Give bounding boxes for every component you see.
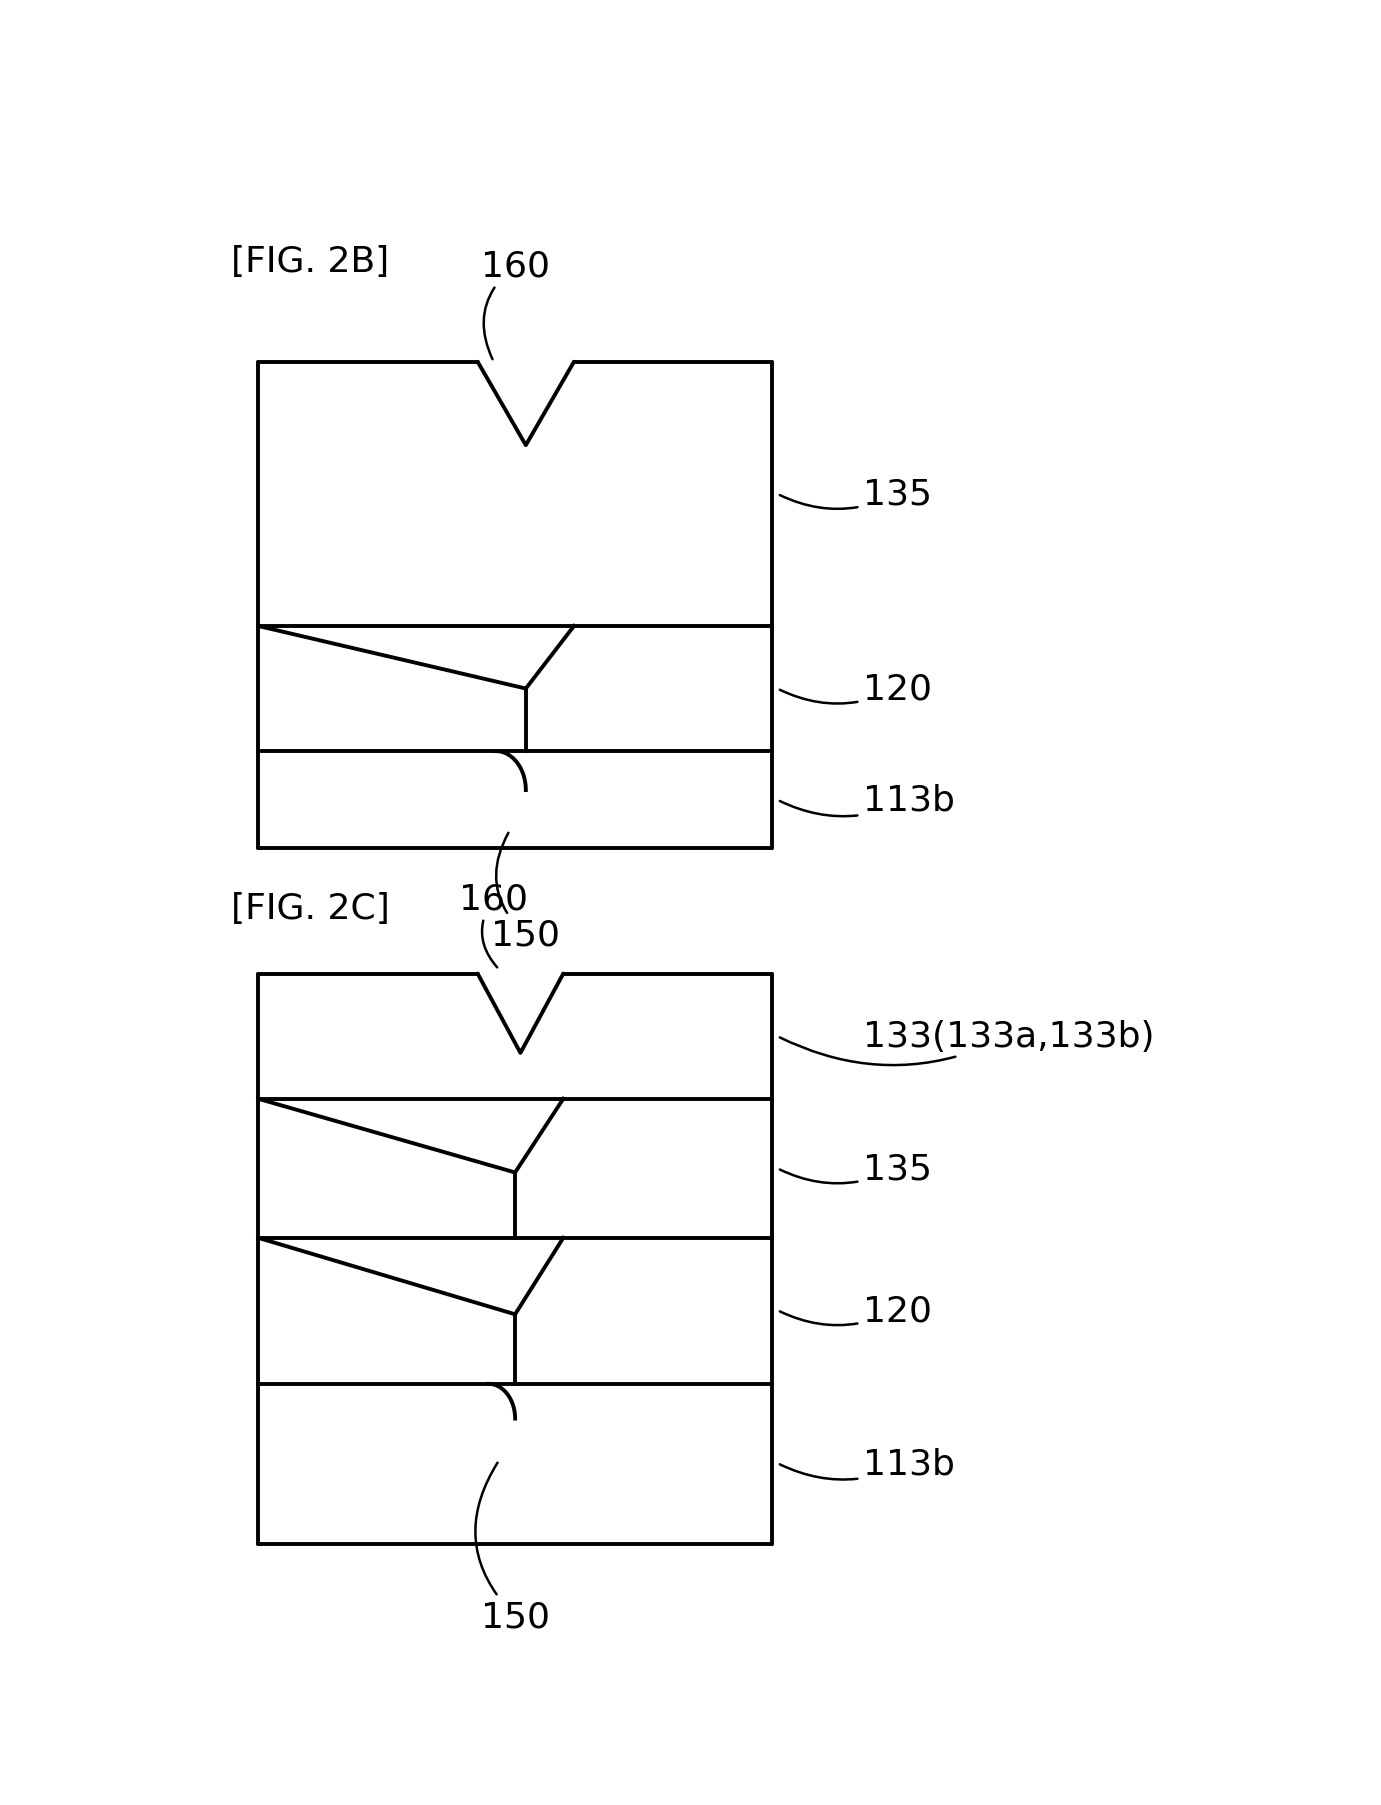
Text: 135: 135 [780, 478, 932, 511]
Text: 113b: 113b [780, 1446, 954, 1480]
Text: [FIG. 2B]: [FIG. 2B] [232, 245, 389, 280]
Text: 150: 150 [475, 1462, 550, 1634]
Text: 133(133a,133b): 133(133a,133b) [780, 1020, 1155, 1065]
Text: 160: 160 [481, 249, 550, 359]
Text: [FIG. 2C]: [FIG. 2C] [232, 892, 391, 926]
Text: 135: 135 [780, 1152, 932, 1186]
Text: 150: 150 [492, 834, 561, 953]
Text: 113b: 113b [780, 783, 954, 818]
Text: 160: 160 [460, 881, 528, 967]
Text: 120: 120 [780, 671, 932, 706]
Text: 120: 120 [780, 1294, 932, 1327]
